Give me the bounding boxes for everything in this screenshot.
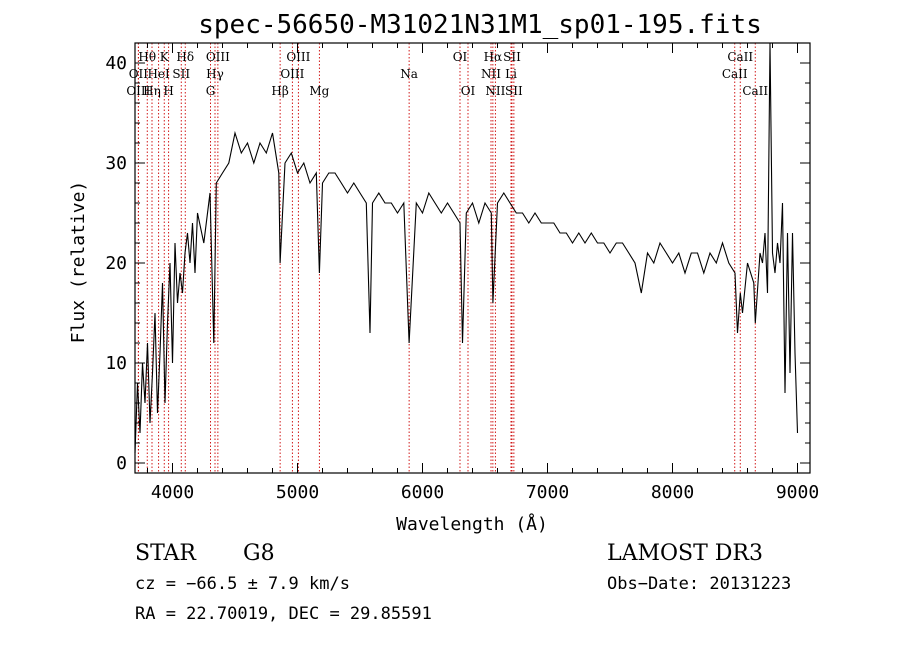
emission-line-label: CaII bbox=[727, 50, 753, 64]
x-tick-label: 6000 bbox=[401, 482, 444, 503]
y-tick-label: 40 bbox=[105, 53, 127, 74]
emission-line-label: OIII bbox=[280, 67, 304, 81]
emission-line-label: Mg bbox=[309, 84, 329, 98]
x-tick-label: 8000 bbox=[651, 482, 694, 503]
emission-line-label: Hβ bbox=[271, 84, 288, 98]
emission-line-label: G bbox=[206, 84, 216, 98]
emission-line-label: Li bbox=[505, 67, 517, 81]
emission-line-label: Hη bbox=[143, 84, 161, 98]
emission-line-label: H bbox=[163, 84, 173, 98]
x-tick-label: 9000 bbox=[776, 482, 819, 503]
emission-line-label: Hθ bbox=[138, 50, 156, 64]
emission-line-label: CaII bbox=[722, 67, 748, 81]
x-tick-label: 7000 bbox=[526, 482, 569, 503]
y-tick-label: 20 bbox=[105, 253, 127, 274]
redshift-cz: cz = −66.5 ± 7.9 km/s bbox=[135, 574, 350, 594]
x-axis-ticks: 4000 5000 6000 7000 8000 9000 bbox=[147, 43, 819, 503]
emission-line-label: OII bbox=[129, 67, 149, 81]
emission-line-label: Hα bbox=[484, 50, 503, 64]
ra-dec-coordinates: RA = 22.70019, DEC = 29.85591 bbox=[135, 604, 432, 624]
emission-line-label: Na bbox=[400, 67, 418, 81]
emission-line-label: OI bbox=[461, 84, 476, 98]
emission-line-label: Hγ bbox=[206, 67, 224, 81]
y-axis-label: Flux (relative) bbox=[68, 181, 89, 344]
x-tick-label: 5000 bbox=[276, 482, 319, 503]
object-class: STAR bbox=[135, 541, 197, 566]
emission-line-label: SII bbox=[172, 67, 190, 81]
survey-name: LAMOST DR3 bbox=[607, 541, 763, 566]
emission-line-label: OI bbox=[453, 50, 468, 64]
observation-date: Obs−Date: 20131223 bbox=[607, 574, 791, 594]
y-tick-label: 10 bbox=[105, 353, 127, 374]
emission-line-label: CaII bbox=[742, 84, 768, 98]
emission-line-label: OIII bbox=[286, 50, 310, 64]
emission-line-label: SII bbox=[503, 50, 521, 64]
emission-line-label: NII bbox=[481, 67, 501, 81]
x-axis-label: Wavelength (Å) bbox=[396, 513, 548, 535]
x-tick-label: 4000 bbox=[151, 482, 194, 503]
y-tick-label: 0 bbox=[116, 453, 127, 474]
y-tick-label: 30 bbox=[105, 153, 127, 174]
spectrum-line bbox=[134, 42, 799, 454]
chart-title: spec-56650-M31021N31M1_sp01-195.fits bbox=[198, 10, 762, 40]
emission-line-label: NII bbox=[485, 84, 505, 98]
emission-line-label: Hδ bbox=[176, 50, 194, 64]
emission-line-label: OIII bbox=[206, 50, 230, 64]
emission-line-label: OIII bbox=[126, 84, 150, 98]
emission-line-label: K bbox=[160, 50, 170, 64]
object-subclass: G8 bbox=[243, 541, 275, 566]
y-axis-ticks: 0 10 20 30 40 bbox=[105, 42, 810, 474]
emission-line-label: SII bbox=[505, 84, 523, 98]
emission-line-label: HeI bbox=[147, 67, 170, 81]
emission-line-markers bbox=[137, 43, 756, 473]
